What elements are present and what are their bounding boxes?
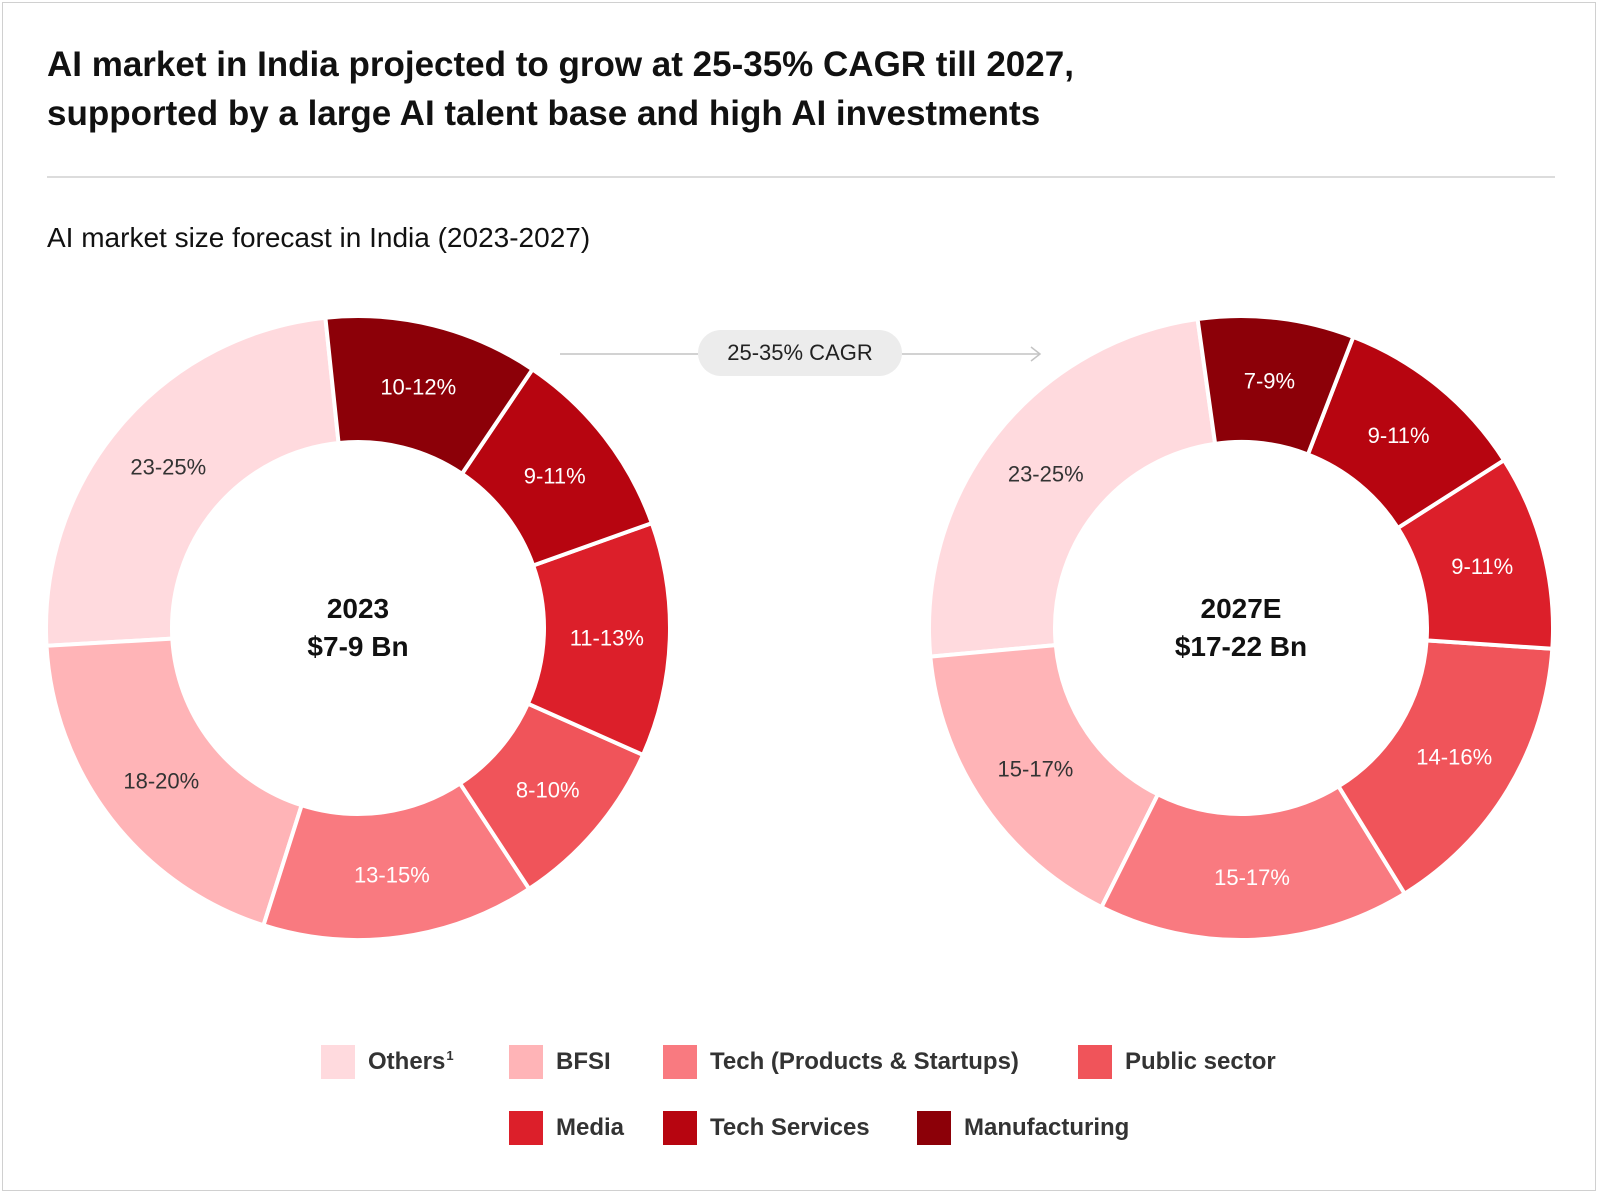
legend-item-bfsi: BFSI bbox=[509, 1045, 611, 1079]
legend-item-tech-services: Tech Services bbox=[663, 1111, 870, 1145]
legend-swatch-bfsi bbox=[509, 1045, 543, 1079]
donut-2-label-bfsi: 15-17% bbox=[998, 757, 1074, 782]
legend-swatch-media bbox=[509, 1111, 543, 1145]
legend-label-tech-products: Tech (Products & Startups) bbox=[710, 1048, 1019, 1075]
title-line-1: AI market in India projected to grow at … bbox=[47, 45, 1074, 84]
donut-2-label-manufacturing: 7-9% bbox=[1244, 369, 1295, 394]
cagr-arrow-head bbox=[1030, 346, 1042, 362]
donut-2-slice-others bbox=[927, 316, 1218, 659]
legend-label-media: Media bbox=[556, 1114, 625, 1141]
legend-item-tech-products: Tech (Products & Startups) bbox=[663, 1045, 1019, 1079]
title-divider bbox=[47, 176, 1555, 178]
legend-item-media: Media bbox=[509, 1111, 624, 1145]
legend-label-others: Others1 bbox=[368, 1048, 454, 1075]
donut-1-label-tech-services: 9-11% bbox=[524, 463, 586, 488]
donut-2-center-value: $17-22 Bn bbox=[1175, 631, 1307, 662]
legend-label-manufacturing: Manufacturing bbox=[964, 1114, 1130, 1141]
donut-2-slice-public-sector bbox=[1335, 638, 1555, 897]
legend-swatch-public-sector bbox=[1078, 1045, 1112, 1079]
donut-2-label-tech-products-startups: 15-17% bbox=[1214, 865, 1290, 890]
donut-1-label-manufacturing: 10-12% bbox=[380, 374, 456, 399]
donut-1-center-value: $7-9 Bn bbox=[307, 631, 408, 662]
donut-2-label-media: 9-11% bbox=[1451, 554, 1513, 579]
donut-1-slice-bfsi bbox=[44, 636, 305, 928]
donut-2-label-tech-services: 9-11% bbox=[1368, 423, 1430, 448]
donut-1-label-bfsi: 18-20% bbox=[123, 769, 199, 794]
legend-item-others: Others1 bbox=[321, 1045, 454, 1079]
legend-swatch-tech-products bbox=[663, 1045, 697, 1079]
donut-1-label-media: 11-13% bbox=[570, 625, 644, 650]
chart-title: AI market in India projected to grow at … bbox=[47, 40, 1547, 138]
donut-1-slice-others bbox=[44, 315, 341, 648]
legend-label-bfsi: BFSI bbox=[556, 1048, 611, 1075]
legend-label-public-sector: Public sector bbox=[1125, 1048, 1276, 1075]
donut-chart-2: 23-25% 15-17% 15-17% 14-16% 9-11% 9-11% 7-9% 20… bbox=[927, 314, 1555, 942]
donut-1-label-others: 23-25% bbox=[130, 455, 206, 480]
donut-2-slice-bfsi bbox=[928, 642, 1161, 910]
donut-2-label-public-sector: 14-16% bbox=[1416, 745, 1492, 770]
legend-item-public-sector: Public sector bbox=[1078, 1045, 1276, 1079]
donut-1-center-year: 2023 bbox=[327, 593, 389, 624]
legend-label-tech-services: Tech Services bbox=[710, 1114, 870, 1141]
donut-1-slice-manufacturing bbox=[323, 314, 536, 477]
chart-subtitle: AI market size forecast in India (2023-2… bbox=[47, 222, 591, 253]
donut-1-label-public-sector: 8-10% bbox=[516, 777, 580, 802]
title-line-2: supported by a large AI talent base and … bbox=[47, 94, 1041, 133]
legend-item-manufacturing: Manufacturing bbox=[917, 1111, 1129, 1145]
legend-swatch-tech-services bbox=[663, 1111, 697, 1145]
donut-2-slice-tech-products-startups bbox=[1098, 783, 1408, 942]
donut-chart-1: 23-25% 18-20% 13-15% 8-10% 11-13% 9-11% 10-12%… bbox=[44, 314, 672, 942]
cagr-badge: 25-35% CAGR bbox=[698, 330, 902, 376]
donut-2-label-others: 23-25% bbox=[1008, 461, 1084, 486]
donut-1-label-tech-products-startups: 13-15% bbox=[354, 863, 430, 888]
legend-swatch-others bbox=[321, 1045, 355, 1079]
donut-2-slice-manufacturing bbox=[1195, 314, 1356, 458]
donut-2-center-year: 2027E bbox=[1201, 593, 1282, 624]
legend-swatch-manufacturing bbox=[917, 1111, 951, 1145]
